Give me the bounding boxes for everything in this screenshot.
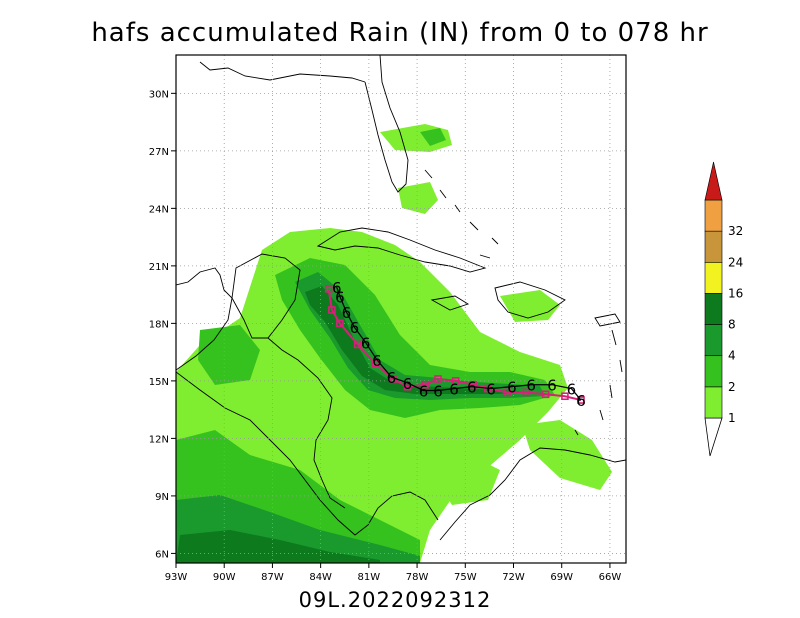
forecast-track-marker [451, 377, 460, 385]
forecast-track-marker [469, 380, 478, 389]
lon-tick-label: 87W [261, 572, 284, 583]
coastline-gulf [199, 61, 366, 83]
rain-area-medium [420, 128, 446, 146]
coastline-central-america-east [267, 337, 346, 509]
lat-tick-label: 12N [149, 434, 169, 445]
coastlines [176, 55, 626, 541]
lat-tick-label: 6N [155, 549, 169, 560]
lat-tick-label: 18N [149, 319, 169, 330]
coastline-islands-bahamas [424, 169, 499, 259]
storm-symbol: 6 [567, 381, 577, 399]
colorbar-label: 24 [728, 255, 743, 269]
coastline-puerto-rico [594, 313, 621, 327]
lon-tick-label: 66W [599, 572, 622, 583]
forecast-track-marker [421, 380, 429, 389]
colorbar-label: 8 [728, 318, 736, 332]
coastline-central-america [176, 371, 439, 536]
lon-tick-label: 72W [502, 572, 525, 583]
storm-symbol: 6 [576, 392, 586, 410]
lon-tick-label: 93W [165, 572, 188, 583]
lat-tick-label: 30N [149, 89, 169, 100]
storm-symbol: 6 [335, 289, 345, 307]
coastline-south-america [439, 447, 626, 541]
storm-symbol: 6 [547, 377, 557, 395]
storm-symbol: 6 [332, 279, 342, 297]
forecast-track-marker [371, 359, 380, 368]
forecast-track-marker [541, 390, 550, 399]
storm-symbol: 6 [372, 352, 382, 370]
colorbar-label: 1 [728, 411, 736, 425]
colorbar-swatch [704, 261, 723, 294]
lon-tick-label: 69W [550, 572, 573, 583]
colorbar-label: 32 [728, 224, 743, 238]
coastline-cuba [316, 227, 487, 273]
lon-tick-label: 81W [358, 572, 381, 583]
rain-area-light [398, 182, 438, 214]
lon-tick-label: 84W [309, 572, 332, 583]
forecast-track-marker [577, 396, 585, 404]
storm-symbol: 6 [342, 304, 352, 322]
rainfall-field [176, 124, 612, 563]
forecast-track-marker [434, 375, 442, 383]
colorbar-label: 4 [728, 349, 736, 363]
lat-tick-label: 27N [149, 147, 169, 158]
colorbar-swatch [704, 293, 723, 325]
storm-track-line [336, 286, 582, 401]
lat-tick-label: 9N [155, 492, 169, 503]
storm-symbol: 6 [449, 381, 459, 399]
storm-symbol: 6 [467, 379, 477, 397]
colorbar-swatch [704, 199, 723, 232]
colorbar-swatch [704, 386, 723, 419]
storm-symbol: 6 [419, 382, 429, 400]
forecast-track-marker [328, 306, 336, 314]
rain-area-medium [275, 258, 555, 418]
storm-symbol: 6 [507, 379, 517, 397]
map-frame [175, 54, 627, 564]
forecast-track-marker [336, 319, 344, 328]
forecast-track-marker [353, 340, 362, 349]
lon-tick-label: 75W [454, 572, 477, 583]
lat-tick-label: 21N [149, 262, 169, 273]
lat-tick-label: 15N [149, 377, 169, 388]
forecast-track-marker [522, 388, 531, 397]
axis-labels: 93W 90W 87W 84W 81W 78W 75W 72W 69W 66W 6N 9N 12N 15N… [149, 89, 622, 583]
rain-area-darkest [305, 286, 530, 394]
forecast-track-marker [324, 285, 333, 293]
forecast-track-line [327, 288, 582, 402]
colorbar-label: 2 [728, 380, 736, 394]
rain-area-light [522, 420, 612, 490]
forecast-track-marker [561, 392, 569, 401]
lon-tick-label: 90W [213, 572, 236, 583]
storm-symbol: 6 [433, 382, 443, 400]
map-title: hafs accumulated Rain (IN) from 0 to 078… [91, 18, 709, 48]
storm-symbol: 6 [403, 375, 413, 393]
run-identifier: 09L.2022092312 [298, 588, 492, 612]
colorbar-top-arrow [704, 161, 723, 201]
colorbar-swatch [704, 324, 723, 357]
colorbar-bottom-extension [704, 417, 723, 457]
colorbar-swatch [704, 355, 723, 388]
storm-symbol: 6 [350, 319, 360, 337]
colorbar-label: 16 [728, 286, 743, 300]
rain-area-darkest [176, 530, 380, 563]
coastline-lesser-antilles [574, 329, 623, 436]
storm-symbol: 6 [387, 369, 397, 387]
storm-symbol: 6 [486, 381, 496, 399]
map-grid [171, 55, 626, 568]
colorbar-swatch [704, 230, 723, 263]
forecast-track-marker [403, 382, 412, 391]
coastline-hispaniola [494, 281, 566, 319]
lat-tick-label: 24N [149, 204, 169, 215]
coastline-yucatan [231, 253, 301, 339]
lon-tick-label: 78W [406, 572, 429, 583]
storm-symbol: 6 [361, 335, 371, 353]
forecast-track-marker [503, 388, 511, 397]
coastline-mexico [176, 267, 233, 371]
coastline-florida [364, 55, 409, 193]
storm-symbol: 6 [526, 377, 536, 395]
coastline-jamaica [430, 295, 470, 311]
